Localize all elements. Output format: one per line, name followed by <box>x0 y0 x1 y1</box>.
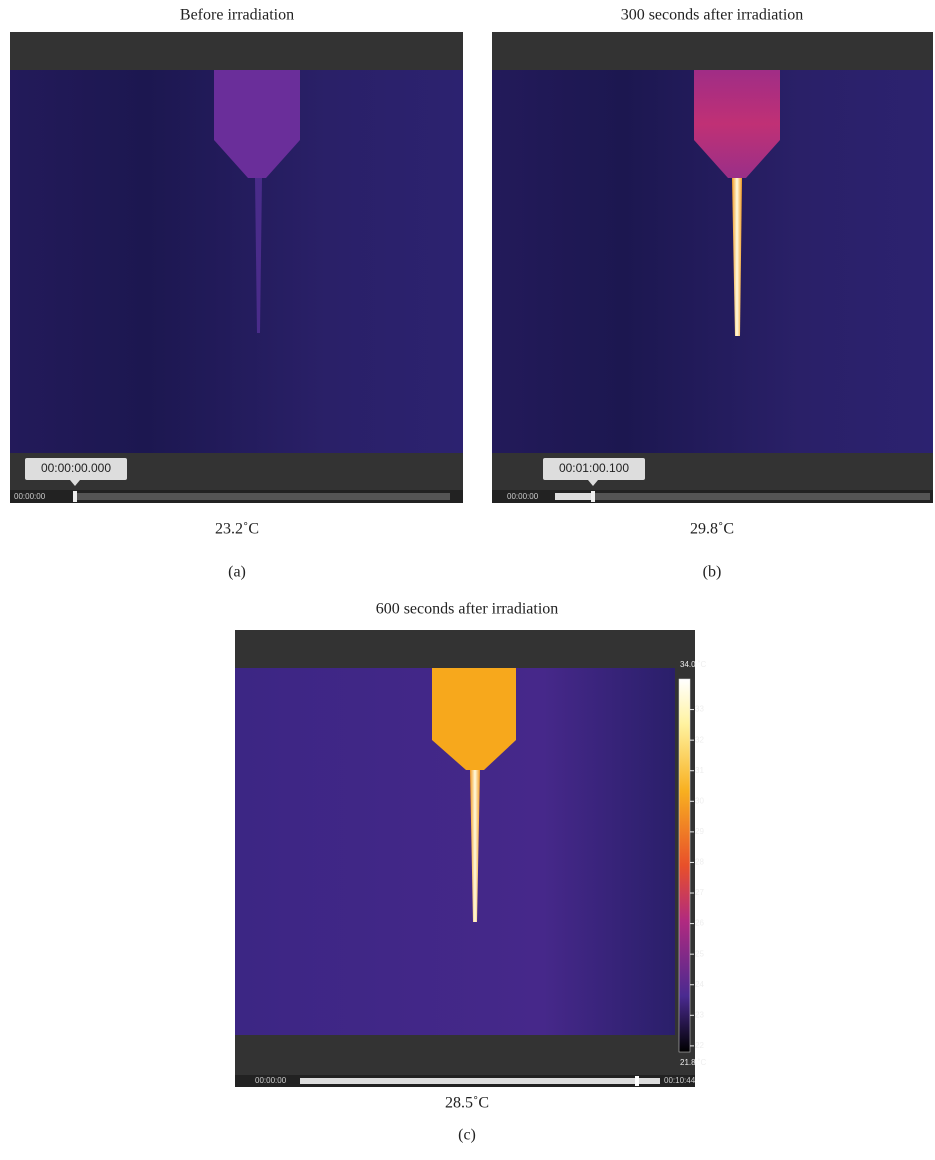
temperature: 29.8˚C <box>690 521 734 538</box>
nozzle <box>694 70 780 178</box>
timeline-start: 00:00:00 <box>507 492 539 501</box>
pointer <box>588 480 598 486</box>
timeline-handle[interactable] <box>635 1076 639 1086</box>
panel-title: Before irradiation <box>180 7 294 24</box>
temperature: 28.5˚C <box>445 1095 489 1112</box>
colorbar-tick-label: 32 <box>695 735 704 744</box>
needle <box>732 178 742 336</box>
timestamp: 00:01:00.100 <box>559 461 629 475</box>
needle <box>470 770 480 922</box>
needle <box>255 178 262 333</box>
timeline-start: 00:00:00 <box>14 492 46 501</box>
panel-label: (b) <box>703 564 722 581</box>
colorbar-tick-label: 33 <box>695 705 704 714</box>
colorbar <box>678 678 691 1053</box>
colorbar-tick-label: 27 <box>695 888 704 897</box>
bottom-bar <box>235 1035 675 1075</box>
timeline-track <box>74 493 450 500</box>
nozzle <box>432 668 516 770</box>
timeline-handle[interactable] <box>591 491 595 502</box>
colorbar-max: 34.0 ˚C <box>680 660 706 669</box>
colorbar-tick-label: 25 <box>695 949 704 958</box>
top-bar <box>492 32 933 70</box>
panel-title: 300 seconds after irradiation <box>621 7 804 24</box>
colorbar-min: 21.8 ˚C <box>680 1058 706 1067</box>
timeline-handle[interactable] <box>73 491 77 502</box>
top-bar <box>10 32 463 70</box>
colorbar-tick-label: 28 <box>695 858 704 867</box>
timestamp-box <box>543 458 645 480</box>
timeline-track <box>300 1078 660 1084</box>
colorbar-tick-label: 29 <box>695 827 704 836</box>
panel-title: 600 seconds after irradiation <box>376 601 559 618</box>
panel-label: (a) <box>228 564 246 581</box>
pointer <box>70 480 80 486</box>
timestamp: 00:00:00.000 <box>41 461 111 475</box>
top-bar <box>235 630 695 668</box>
colorbar-tick-label: 23 <box>695 1010 704 1019</box>
timestamp-box <box>25 458 127 480</box>
timeline-end: 00:10:44 <box>664 1076 696 1085</box>
timeline-track <box>555 493 930 500</box>
nozzle <box>214 70 300 178</box>
colorbar-tick-label: 26 <box>695 919 704 928</box>
colorbar-tick-label: 31 <box>695 766 704 775</box>
temperature: 23.2˚C <box>215 521 259 538</box>
colorbar-tick-label: 22 <box>695 1041 704 1050</box>
panel-label: (c) <box>458 1127 476 1144</box>
colorbar-tick-label: 24 <box>695 980 704 989</box>
colorbar-tick-label: 30 <box>695 796 704 805</box>
timeline-progress <box>555 493 591 500</box>
timeline-start: 00:00:00 <box>255 1076 287 1085</box>
